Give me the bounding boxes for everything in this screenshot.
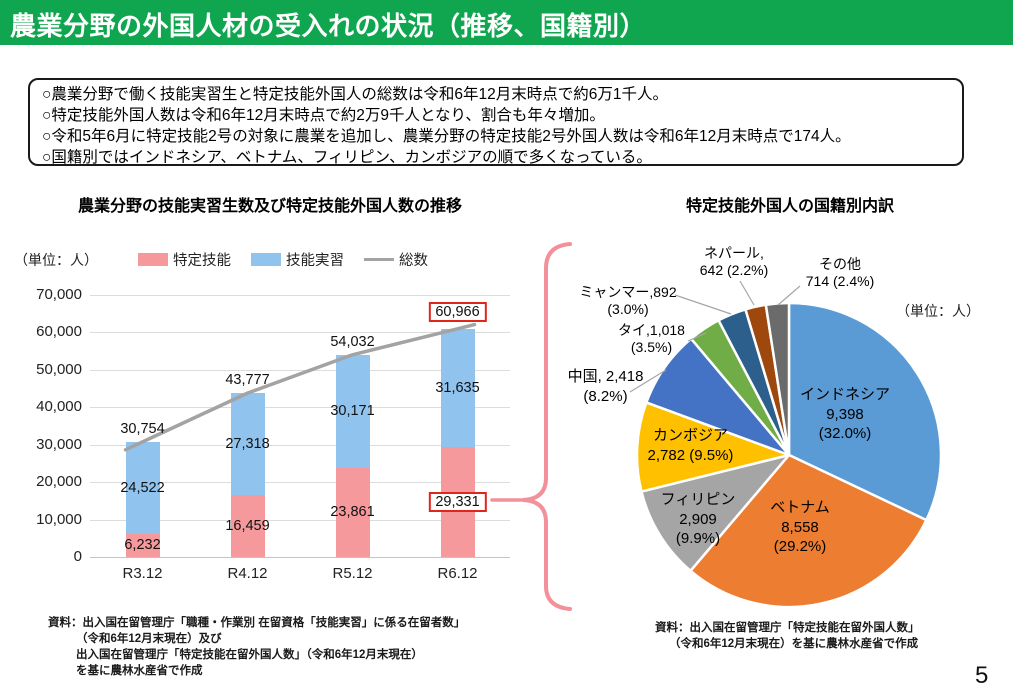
legend-item-ginou-jisshuu: 技能実習 [251,249,344,270]
summary-bullet: ○令和5年6月に特定技能2号の対象に農業を追加し、農業分野の特定技能2号外国人数… [42,127,851,145]
pie-unit-label: （単位：人） [896,303,980,319]
bar-chart-title: 農業分野の技能実習生数及び特定技能外国人数の推移 [77,198,462,215]
y-axis-tick: 70,000 [36,286,82,303]
gridline [90,444,510,446]
summary-box: ○農業分野で働く技能実習生と特定技能外国人の総数は令和6年12月末時点で約6万1… [28,78,964,166]
bar-segment-ginou-jisshuu [440,328,475,448]
gridline [90,557,510,558]
nationality-pie-chart [629,280,943,609]
bar-value-label: 29,331 [428,492,487,513]
legend-swatch-blue [251,253,281,266]
x-axis-tick: R5.12 [332,565,373,582]
bar-value-label: 31,635 [435,380,480,396]
bar-value-label: 6,232 [124,537,161,554]
y-axis-tick: 30,000 [36,435,82,453]
pink-brace-connector [490,242,572,611]
pie-label-others: その他 714 (2.4%) [805,256,875,290]
pie-label-indonesia: インドネシア 9,398 (32.0%) [799,386,890,442]
leader-line-myanmar [674,294,732,315]
pie-slice-ベトナム [689,453,928,609]
bar-total-label: 30,754 [120,420,165,437]
y-axis-tick: 10,000 [36,510,82,528]
pie-chart-title: 特定技能外国人の国籍別内訳 [685,198,894,215]
bar-total-label: 43,777 [225,372,270,389]
pie-label-nepal: ネパール, 642 (2.2%) [699,245,769,279]
pie-slice-インドネシア [787,301,943,522]
gridline [90,332,510,334]
bar-total-label: 60,966 [428,301,487,322]
summary-bullet: ○国籍別ではインドネシア、ベトナム、フィリピン、カンボジアの順で多くなっている。 [42,148,652,166]
pie-label-myanmar: ミャンマー,892 (3.0%) [579,284,677,318]
bar-segment-ginou-jisshuu [125,441,160,534]
y-axis-tick: 20,000 [36,473,82,491]
bar-value-label: 23,861 [330,504,375,521]
pie-slice-フィリピン [640,453,791,573]
gridline [90,407,510,409]
legend-item-tokutei-ginou: 特定技能 [138,249,231,270]
summary-bullet: ○農業分野で働く技能実習生と特定技能外国人の総数は令和6年12月末時点で約6万1… [42,86,668,103]
y-axis-tick: 50,000 [36,360,82,378]
legend-label: 技能実習 [286,253,344,269]
leader-line-china [629,369,667,393]
y-axis-tick: 60,000 [36,323,82,341]
legend-swatch-line [364,258,394,261]
gridline [90,519,510,521]
bar-segment-ginou-jisshuu [335,354,370,468]
bar-total-label: 54,032 [330,333,375,350]
total-line [123,322,477,452]
bar-value-label: 30,171 [330,403,375,420]
header-bar: 農業分野の外国人材の受入れの状況（推移、国籍別） [0,0,1013,45]
x-axis-tick: R3.12 [122,565,163,582]
pie-label-cambodia: カンボジア 2,782 (9.5%) [647,427,734,464]
bar-chart-legend: 特定技能 技能実習 総数 [138,249,428,270]
pie-chart-source: 資料：出入国在留管理庁「特定技能在留外国人数」 （令和6年12月末現在）を基に農… [655,622,920,651]
gridline [90,295,510,296]
page-title: 農業分野の外国人材の受入れの状況（推移、国籍別） [10,11,647,41]
legend-label: 総数 [399,253,428,269]
pie-label-china: 中国, 2,418 (8.2%) [567,368,644,405]
bar-value-label: 24,522 [120,479,165,496]
bar-unit-label: （単位：人） [14,252,98,268]
pie-slice-その他 [764,301,791,457]
bar-value-label: 27,318 [225,436,270,453]
summary-bullet: ○特定技能外国人数は令和6年12月末時点で約2万9千人となり、割合も年々増加。 [42,106,605,124]
bar-chart-source: 資料：出入国在留管理庁「職種・作業別 在留資格「技能実習」に係る在留者数」 （令… [48,617,466,678]
legend-swatch-pink [138,253,168,266]
legend-label: 特定技能 [173,253,231,269]
brace-path [522,242,572,611]
pie-label-vietnam: ベトナム 8,558 (29.2%) [770,499,830,555]
gridline [90,369,510,371]
leader-line-others [777,285,801,306]
pie-slice-カンボジア [635,401,791,493]
legend-item-total: 総数 [364,249,428,270]
leader-lines [629,280,801,393]
bar-segment-tokutei-ginou [125,533,160,557]
stacked-bar-chart: 0 10,000 20,000 30,000 40,000 50,000 60,000 70,… [36,286,510,582]
pie-label-thailand: タイ,1,018 (3.5%) [618,322,685,356]
y-axis-tick: 40,000 [36,398,82,416]
leader-line-nepal [739,280,755,306]
leader-line-thailand [687,332,707,342]
x-axis-tick: R4.12 [227,565,268,582]
x-axis-tick: R6.12 [437,565,478,582]
page-number: 5 [975,662,989,689]
bar-value-label: 16,459 [225,518,270,535]
pie-label-philippines: フィリピン 2,909 (9.9%) [660,491,736,547]
total-line-path [123,322,477,452]
bar-segment-tokutei-ginou [230,495,265,557]
y-axis-tick: 0 [73,548,82,565]
bar-segment-tokutei-ginou [335,467,370,557]
bar-segment-ginou-jisshuu [230,393,265,496]
gridline [90,482,510,484]
